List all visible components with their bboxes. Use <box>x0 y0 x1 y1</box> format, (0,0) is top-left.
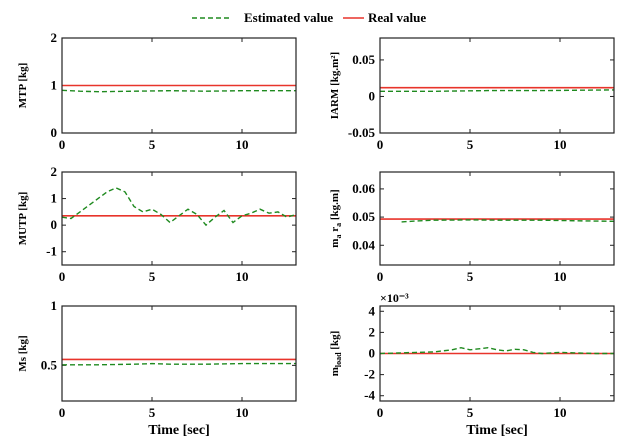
estimated-line-6 <box>380 346 614 355</box>
y-tick-label-1-2: 2 <box>51 30 58 45</box>
subplot-1: 0 5 10 0 1 2 MTP [kg] <box>17 30 297 152</box>
estimated-line-4 <box>401 219 614 223</box>
y-tick-label-3-3: 2 <box>51 164 58 179</box>
x-tick-label-4-2: 10 <box>554 269 567 284</box>
y-tick-label-2-0: -0.05 <box>348 125 376 140</box>
estimated-line-3 <box>62 187 296 227</box>
estimated-line-1 <box>62 89 296 93</box>
y-tick-label-1-1: 1 <box>51 78 58 93</box>
y-axis-label-6: mload [kg] <box>329 331 343 377</box>
x-tick-label-1-2: 10 <box>236 137 249 152</box>
y-axis-label-3: MUTP [kg] <box>17 192 29 245</box>
y-tick-label-6-1: -2 <box>364 367 375 382</box>
y-tick-label-6-3: 2 <box>369 324 376 339</box>
subplot-6: 0 5 10 -4 -2 0 2 4 mload [kg] Time [sec] ×10⁻³ <box>329 291 615 438</box>
legend-real-label: Real value <box>368 10 426 25</box>
y-tick-label-6-0: -4 <box>364 388 375 403</box>
x-tick-label-4-0: 0 <box>377 269 384 284</box>
subplot-4: 0 5 10 0.04 0.05 0.06 ma ra [kg.m] <box>329 171 615 284</box>
x-tick-label-3-2: 10 <box>236 269 249 284</box>
y-tick-label-5-1: 1 <box>51 298 58 313</box>
x-tick-label-1-0: 0 <box>59 137 66 152</box>
x-tick-label-6-0: 0 <box>377 405 384 420</box>
axes-frame-4 <box>379 171 615 266</box>
x-tick-label-2-1: 5 <box>467 137 474 152</box>
axes-frame-6 <box>379 305 615 402</box>
x-axis-label-6: Time [sec] <box>466 423 528 438</box>
y-tick-label-4-2: 0.06 <box>352 181 375 196</box>
axes-frame-1 <box>61 37 297 134</box>
axes-frame-5 <box>61 305 297 402</box>
y-tick-label-6-4: 4 <box>369 303 376 318</box>
y-tick-label-4-0: 0.04 <box>352 237 375 252</box>
y-tick-label-3-0: -1 <box>46 244 57 259</box>
legend: Estimated value Real value <box>192 10 426 25</box>
y-axis-label-5: Ms [kg] <box>17 335 29 371</box>
estimated-line-2 <box>380 89 614 92</box>
x-tick-label-5-1: 5 <box>149 405 156 420</box>
x-tick-label-2-0: 0 <box>377 137 384 152</box>
y-axis-label-4: ma ra [kg.m] <box>329 189 343 247</box>
y-axis-label-2: IARM [kg.m²] <box>329 52 341 119</box>
exponent-label-6: ×10⁻³ <box>380 291 409 305</box>
x-tick-label-1-1: 5 <box>149 137 156 152</box>
subplot-5: 0 5 10 0.5 1 Ms [kg] Time [sec] <box>17 298 297 438</box>
y-tick-label-4-1: 0.05 <box>352 209 375 224</box>
y-tick-label-2-2: 0.05 <box>352 52 375 67</box>
x-tick-label-3-1: 5 <box>149 269 156 284</box>
y-axis-label-1: MTP [kg] <box>17 63 29 109</box>
y-tick-label-3-1: 0 <box>51 217 58 232</box>
y-tick-label-3-2: 1 <box>51 191 58 206</box>
y-tick-label-5-0: 0.5 <box>41 357 58 372</box>
x-tick-label-5-2: 10 <box>236 405 249 420</box>
legend-estimated-label: Estimated value <box>244 10 333 25</box>
axes-frame-3 <box>61 171 297 266</box>
y-tick-label-6-2: 0 <box>369 346 376 361</box>
x-tick-label-6-2: 10 <box>554 405 567 420</box>
y-tick-label-2-1: 0 <box>369 88 376 103</box>
x-tick-label-4-1: 5 <box>467 269 474 284</box>
x-axis-label-5: Time [sec] <box>148 423 210 438</box>
x-tick-label-2-2: 10 <box>554 137 567 152</box>
y-tick-label-1-0: 0 <box>51 125 58 140</box>
x-tick-label-6-1: 5 <box>467 405 474 420</box>
axes-frame-2 <box>379 37 615 134</box>
estimated-line-5 <box>62 362 296 366</box>
x-tick-label-3-0: 0 <box>59 269 66 284</box>
x-tick-label-5-0: 0 <box>59 405 66 420</box>
